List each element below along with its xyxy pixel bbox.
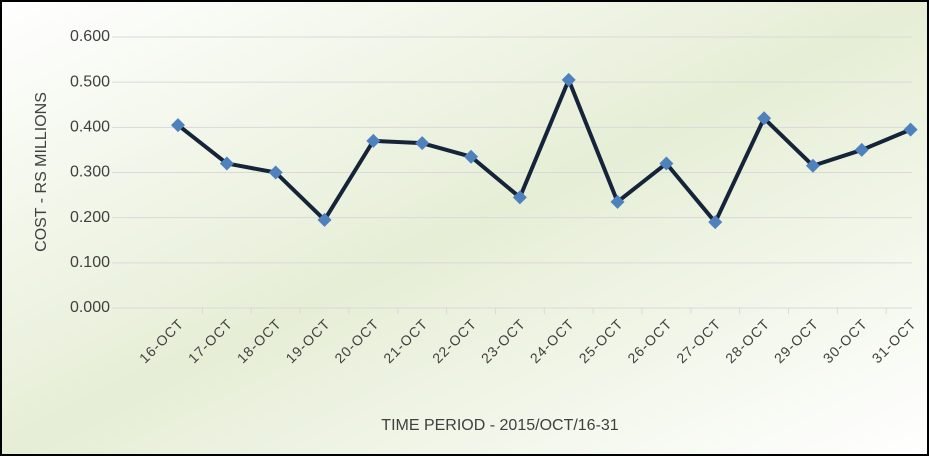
y-axis-title: COST - RS MILLIONS: [33, 92, 50, 252]
marker: [659, 156, 674, 171]
marker: [903, 122, 918, 137]
y-tick-label: 0.000: [70, 299, 110, 316]
marker: [708, 215, 723, 230]
marker: [268, 165, 283, 180]
y-tick-label: 0.400: [70, 119, 110, 136]
marker: [854, 142, 869, 157]
marker: [317, 212, 332, 227]
y-tick-label: 0.100: [70, 254, 110, 271]
line: [176, 77, 912, 225]
y-tick-label: 0.500: [70, 73, 110, 90]
marker: [757, 111, 772, 126]
marker: [561, 72, 576, 87]
marker: [366, 133, 381, 148]
y-tick-label: 0.300: [70, 164, 110, 181]
y-tick-label: 0.200: [70, 209, 110, 226]
marker: [610, 194, 625, 209]
marker: [464, 149, 479, 164]
marker: [219, 156, 234, 171]
y-tick-label: 0.600: [70, 28, 110, 45]
marker: [415, 136, 430, 151]
marker: [512, 190, 527, 205]
x-axis-title: TIME PERIOD - 2015/OCT/16-31: [381, 417, 619, 434]
marker: [805, 158, 820, 173]
marker: [171, 118, 185, 133]
